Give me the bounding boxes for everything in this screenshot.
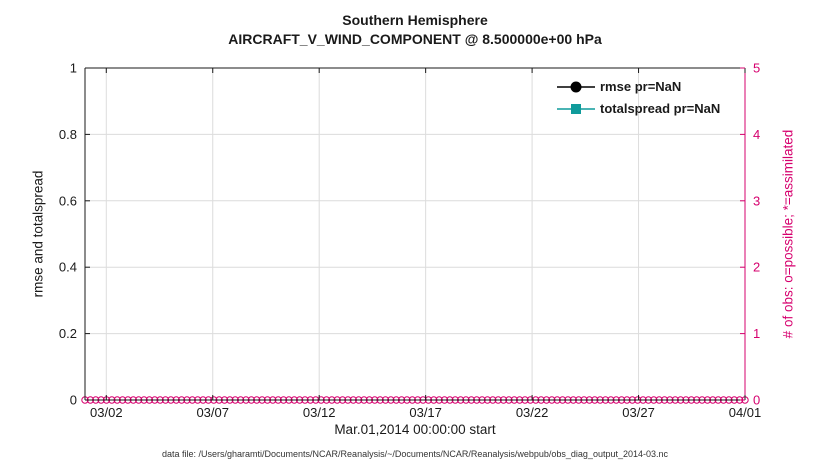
x-tick-label: 03/12 [303,405,336,420]
x-tick-label: 03/17 [409,405,442,420]
y-tick-label-left: 0.4 [59,260,77,275]
y-tick-label-left: 1 [70,61,77,76]
x-tick-label: 03/22 [516,405,549,420]
legend-square-marker [571,103,581,114]
legend-marker-circle [557,81,595,92]
y-tick-label-right: 3 [753,193,760,208]
y-tick-label-left: 0.6 [59,193,77,208]
x-tick-label: 03/27 [622,405,655,420]
chart-subtitle: AIRCRAFT_V_WIND_COMPONENT @ 8.500000e+00… [228,31,602,47]
y-tick-label-right: 4 [753,127,760,142]
legend-label: totalspread pr=NaN [600,101,721,116]
y-axis-label-right: # of obs: o=possible; *=assimilated [780,129,796,339]
chart-title: Southern Hemisphere [342,12,488,28]
legend-entry: totalspread pr=NaN [556,101,720,116]
data-file-caption: data file: /Users/gharamti/Documents/NCA… [161,449,669,459]
x-tick-label: 03/07 [196,405,229,420]
x-tick-label: 04/01 [729,405,762,420]
legend-label: rmse pr=NaN [600,79,682,94]
legend: rmse pr=NaN totalspread pr=NaN [556,79,720,116]
y-tick-label-left: 0.8 [59,127,77,142]
y-tick-label-right: 2 [753,260,760,275]
y-tick-label-left: 0 [70,393,77,408]
legend-marker-square [557,103,595,114]
y-tick-label-left: 0.2 [59,326,77,341]
y-tick-label-right: 0 [753,393,760,408]
legend-entry: rmse pr=NaN [556,79,720,94]
legend-circle-marker [570,81,582,92]
y-axis-label-left: rmse and totalspread [30,170,46,298]
x-axis-label: Mar.01,2014 00:00:00 start [334,422,496,437]
y-tick-label-right: 5 [753,61,760,76]
x-tick-label: 03/02 [90,405,123,420]
y-tick-label-right: 1 [753,326,760,341]
